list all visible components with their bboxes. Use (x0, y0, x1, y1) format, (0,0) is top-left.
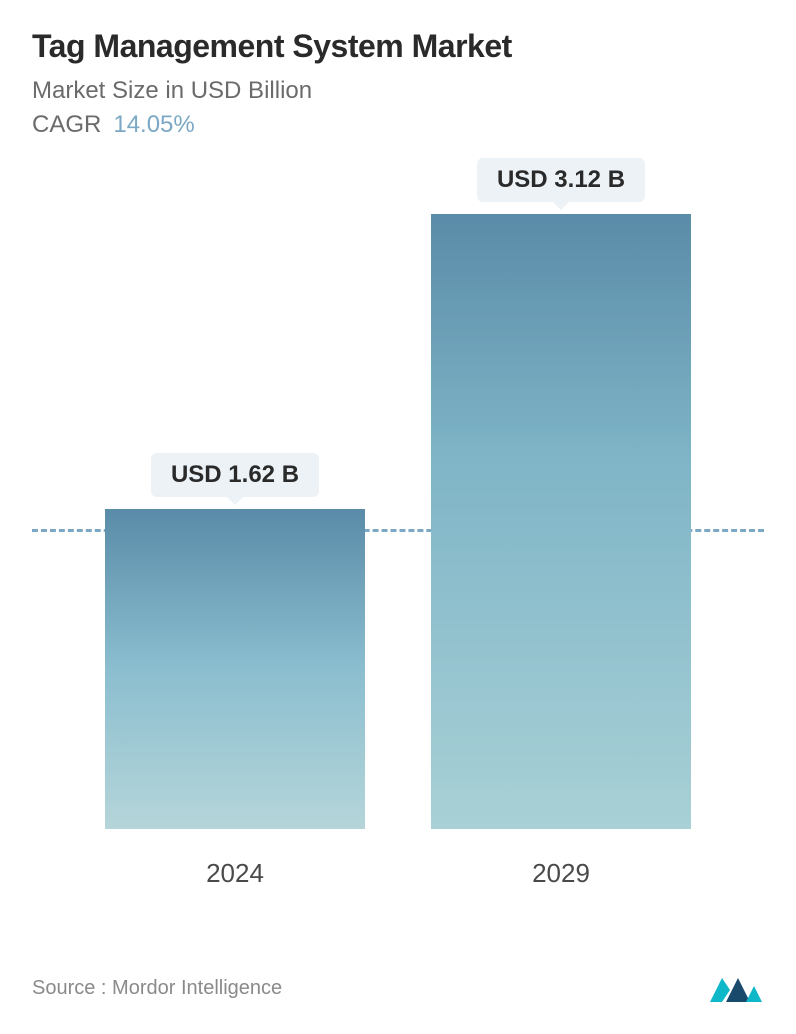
x-axis-labels: 2024 2029 (32, 858, 764, 889)
chart-title: Tag Management System Market (32, 28, 764, 65)
bar-group-2024: USD 1.62 B (105, 453, 365, 829)
source-label: Source : (32, 977, 106, 999)
cagr-label: CAGR (32, 111, 101, 139)
mordor-logo-icon (708, 970, 764, 1006)
value-badge-2029: USD 3.12 B (477, 158, 645, 202)
bar-2029 (431, 214, 691, 829)
source-attribution: Source : Mordor Intelligence (32, 977, 282, 1000)
bars-container: USD 1.62 B USD 3.12 B (32, 169, 764, 829)
value-badge-2024: USD 1.62 B (151, 453, 319, 497)
cagr-row: CAGR 14.05% (32, 111, 764, 139)
bar-2024 (105, 509, 365, 829)
chart-subtitle: Market Size in USD Billion (32, 77, 764, 105)
source-name: Mordor Intelligence (112, 977, 282, 999)
cagr-value: 14.05% (113, 111, 194, 139)
bar-group-2029: USD 3.12 B (431, 158, 691, 829)
footer: Source : Mordor Intelligence (32, 970, 764, 1006)
x-label-2024: 2024 (105, 858, 365, 889)
x-label-2029: 2029 (431, 858, 691, 889)
chart-area: USD 1.62 B USD 3.12 B 2024 2029 (32, 169, 764, 889)
